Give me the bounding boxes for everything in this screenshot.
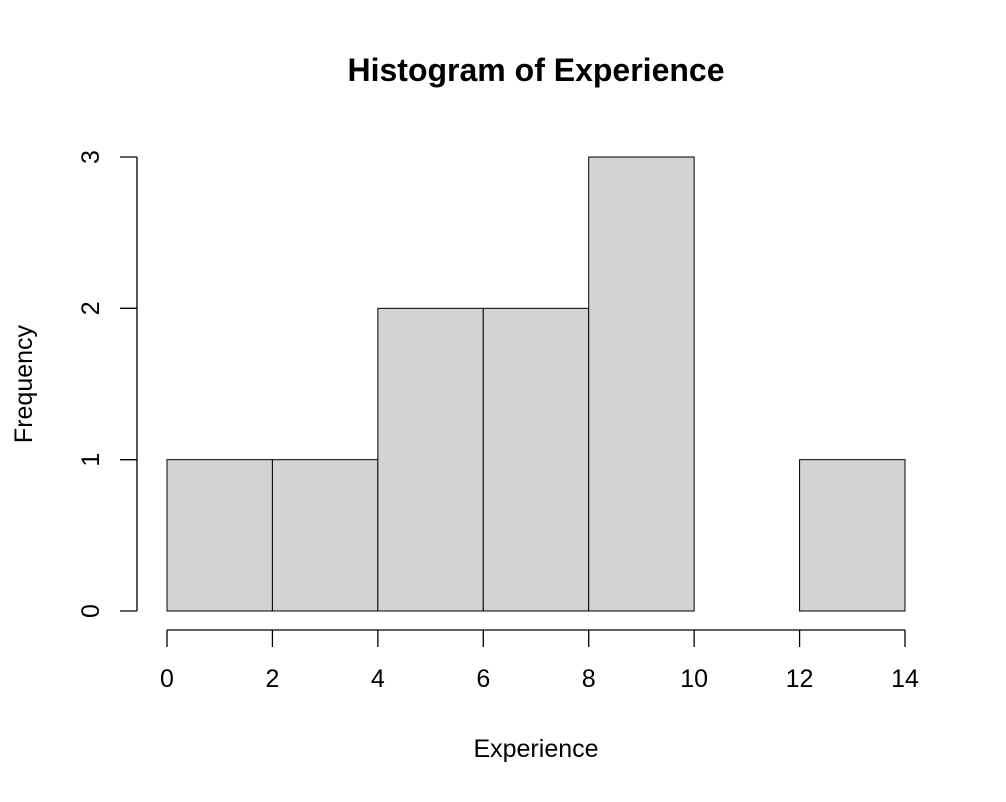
x-tick-label: 12 [786, 665, 814, 693]
histogram-bar-12-14 [799, 459, 906, 612]
x-tick-label: 10 [680, 665, 708, 693]
y-axis-label: Frequency [10, 324, 38, 443]
y-axis: 0 1 2 3 [77, 150, 138, 618]
histogram-bar-2-4 [271, 459, 379, 612]
x-axis-label: Experience [473, 735, 598, 763]
chart-title: Histogram of Experience [348, 52, 725, 88]
x-axis: 0 2 4 6 8 10 12 14 [160, 629, 919, 693]
x-tick-label: 14 [891, 665, 919, 693]
y-tick-label: 3 [77, 150, 105, 164]
y-tick-label: 0 [77, 604, 105, 618]
histogram-bar-4-6 [377, 307, 484, 612]
x-tick-label: 8 [582, 665, 596, 693]
x-tick-label: 4 [371, 665, 385, 693]
x-tick-label: 2 [265, 665, 279, 693]
histogram-bar-0-2 [166, 459, 273, 612]
histogram-bar-6-8 [482, 307, 590, 612]
bars-group [166, 156, 906, 612]
y-tick-label: 2 [77, 301, 105, 315]
x-tick-label: 6 [476, 665, 490, 693]
y-tick-label: 1 [77, 453, 105, 467]
x-tick-label: 0 [160, 665, 174, 693]
histogram-bar-8-10 [588, 156, 695, 612]
